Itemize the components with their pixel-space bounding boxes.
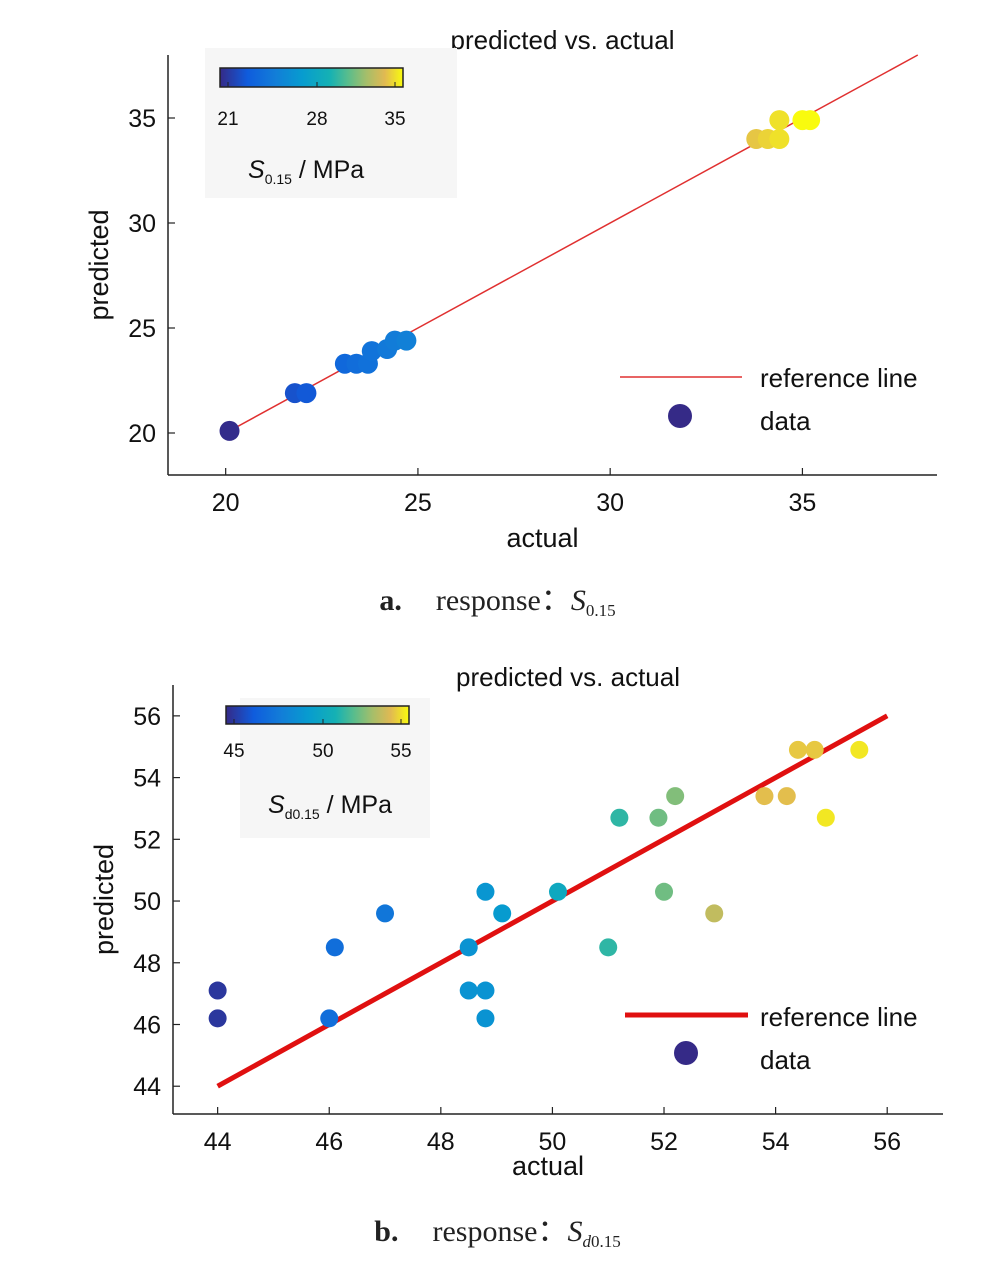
chart-b-ytick-label: 46 [133,1011,161,1039]
chart-b-data-point [320,1009,339,1028]
caption-a-subscript: 0.15 [585,601,616,620]
chart-a-ytick-label: 25 [128,315,156,343]
chart-a-colorbar-tick-label: 35 [384,109,405,130]
chart-b-ylabel: predicted [89,844,119,955]
caption-a: a. response：S0.15 [0,575,995,621]
chart-b-legend-label-data: data [760,1045,811,1075]
chart-a-xtick-label: 30 [596,489,624,517]
chart-b-xlabel: actual [512,1151,584,1181]
chart-b-data-point [705,904,724,923]
chart-b-colorbar-tick-label: 45 [223,741,244,762]
caption-b-subscript: d0.15 [582,1232,620,1251]
chart-b-xtick-label: 56 [873,1128,901,1156]
chart-a-legend-dot-swatch [668,404,692,428]
chart-b-xtick-label: 54 [762,1128,790,1156]
chart-a-data-point [361,341,382,362]
chart-b-legend-dot-swatch [674,1041,698,1065]
chart-a-xlabel: actual [506,523,578,553]
chart-b-colorbar-tick-label: 55 [390,741,411,762]
chart-b-data-point [816,808,835,827]
chart-b-data-point [610,808,629,827]
chart-a-title: predicted vs. actual [450,25,674,55]
chart-a-ytick-label: 35 [128,105,156,133]
chart-b-ytick-label: 48 [133,950,161,978]
chart-b-colorbar-label: Sd0.15 / MPa [268,791,392,822]
caption-b-subscript-number: 0.15 [590,1232,621,1251]
chart-a-colorbar-tick-label: 21 [217,109,238,130]
caption-b-letter: b. [374,1215,399,1248]
caption-b-subscript-letter: d [582,1232,591,1251]
chart-b-colorbar [225,705,410,725]
caption-a-symbol: S [570,584,586,617]
chart-b-ytick-label: 44 [133,1073,161,1101]
chart-b-xtick-label: 48 [427,1128,455,1156]
chart-b-data-point [599,938,618,957]
chart-a-data-point [219,420,240,441]
chart-b-legend-label-line: reference line [760,1002,918,1032]
chart-b-data-point [666,787,685,806]
chart-b-ytick-label: 52 [133,826,161,854]
chart-b-data-point [476,1009,495,1028]
chart-a-data-point [396,330,417,351]
chart-b-data-point [325,938,344,957]
chart-a-data-point [800,110,821,131]
chart-b-data-point [493,904,512,923]
chart-a-xtick-label: 20 [212,489,240,517]
chart-a-data-point [769,110,790,131]
chart-b-data-point [805,740,824,759]
chart-b-xtick-label: 50 [539,1128,567,1156]
chart-a-data-point [769,129,790,149]
chart-b-data-point [777,787,796,806]
chart-a-xtick-label: 25 [404,489,432,517]
chart-b-xtick-label: 46 [315,1128,343,1156]
caption-b-symbol: S [567,1215,583,1248]
chart-b-data-point [850,740,869,759]
chart-b-ytick-label: 50 [133,888,161,916]
caption-a-letter: a. [379,584,402,617]
chart-b-data-point [459,981,478,1000]
caption-a-text: response： [435,584,571,617]
chart-b-data-point [476,981,495,1000]
chart-b-data-point [755,787,774,806]
chart-b-xtick-label: 44 [204,1128,232,1156]
caption-b-text: response： [432,1215,568,1248]
chart-b-data-point [549,882,567,901]
chart-b-data-point [649,808,668,827]
chart-a-ytick-label: 30 [128,210,156,238]
chart-b-ytick-label: 54 [133,765,161,793]
chart-a-ytick-label: 20 [128,420,156,448]
chart-a-ylabel: predicted [84,209,114,320]
chart-b-ytick-label: 56 [133,703,161,731]
chart-b-data-point [208,1009,227,1028]
chart-b-title: predicted vs. actual [456,662,680,692]
chart-a-legend-label-line: reference line [760,363,918,393]
chart-a-colorbar-tick-label: 28 [306,109,327,130]
caption-b: b. response：Sd0.15 [0,1206,995,1252]
chart-b-data-point [376,904,395,923]
chart-a-colorbar [219,67,404,88]
chart-b-data-point [655,882,674,901]
chart-b-data-point [476,882,495,901]
chart-a-xtick-label: 35 [789,489,817,517]
chart-a-legend-label-data: data [760,406,811,436]
chart-b-xtick-label: 52 [650,1128,678,1156]
chart-b-data-point [788,740,807,759]
chart-a-colorbar-label: S0.15 / MPa [248,156,364,187]
chart-b-data-point [459,938,478,957]
chart-b-colorbar-tick-label: 50 [312,741,333,762]
chart-a-data-point [296,383,317,404]
chart-b-data-point [208,981,227,1000]
